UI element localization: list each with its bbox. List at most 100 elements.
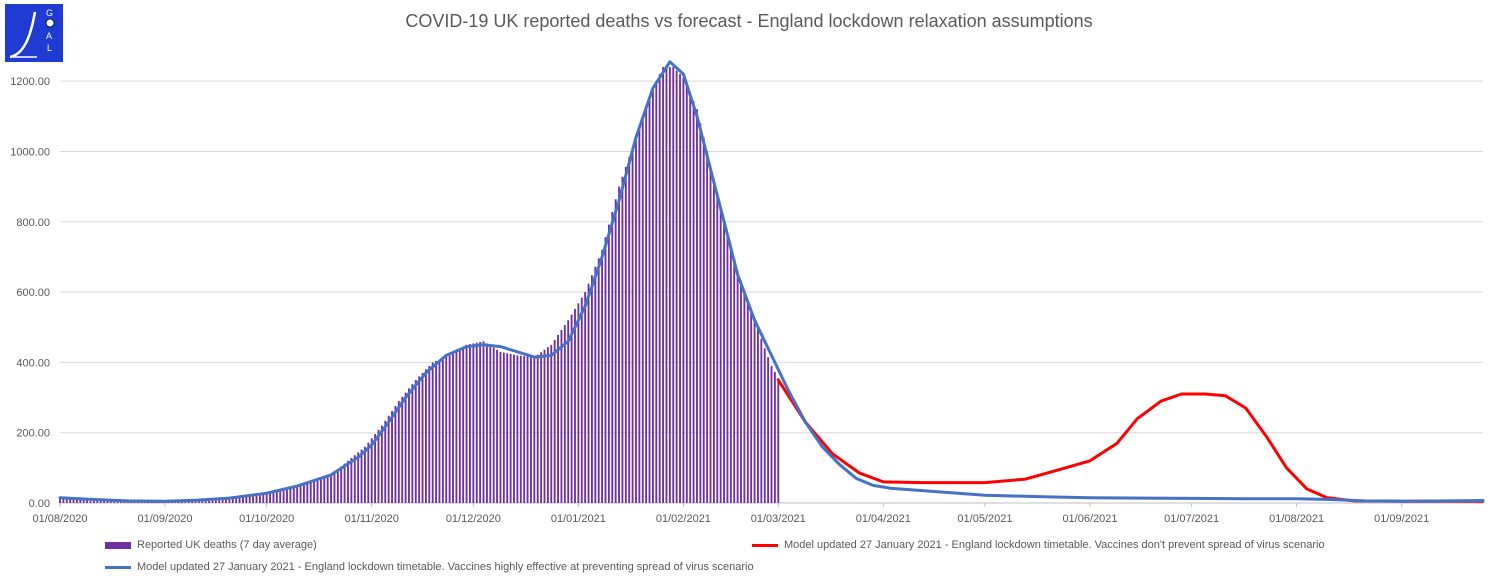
bar: [394, 405, 397, 503]
x-axis: 01/08/2020 01/09/2020 01/10/2020 01/11/2020…: [32, 503, 1429, 525]
bar: [404, 392, 407, 503]
bar: [580, 297, 583, 503]
bar: [658, 74, 661, 503]
bar: [655, 81, 658, 504]
bar: [333, 472, 336, 503]
x-tick-label: 01/08/2020: [32, 513, 87, 525]
bar: [631, 147, 634, 503]
legend-label-blue-scenario: Model updated 27 January 2021 - England …: [137, 561, 754, 573]
bar: [272, 490, 275, 503]
bar: [391, 410, 393, 503]
bar: [753, 319, 756, 503]
goal-logo: G A L O: [5, 4, 63, 62]
bar: [740, 280, 742, 503]
bar: [316, 479, 319, 503]
bar: [258, 493, 261, 503]
bar: [574, 308, 576, 503]
bar: [726, 234, 729, 504]
bar: [469, 344, 471, 503]
bar: [103, 499, 105, 503]
bar: [235, 497, 238, 503]
bar: [292, 486, 295, 503]
bar: [706, 151, 709, 503]
bar: [465, 344, 468, 503]
line-series: [58, 60, 1485, 503]
bar: [370, 438, 373, 503]
bar: [672, 67, 675, 503]
bar: [248, 495, 251, 503]
bar: [347, 460, 349, 503]
x-tick-label: 01/05/2021: [957, 513, 1012, 525]
logo-letter-a: A: [46, 31, 52, 41]
bar: [279, 489, 282, 503]
bar: [96, 499, 99, 503]
bar: [584, 292, 587, 503]
bar: [72, 498, 75, 503]
bar: [350, 458, 353, 503]
bar: [594, 266, 597, 503]
bar: [228, 498, 231, 503]
bar: [472, 343, 475, 503]
bar: [665, 67, 668, 503]
bar: [733, 258, 736, 503]
bar: [201, 499, 204, 503]
y-tick-label: 800.00: [16, 217, 50, 229]
bar: [550, 344, 553, 503]
bar: [221, 498, 224, 503]
bar: [242, 496, 244, 503]
bar: [306, 482, 309, 503]
bar: [289, 486, 292, 503]
bar: [363, 446, 366, 503]
bar: [770, 365, 773, 503]
bar: [62, 497, 65, 503]
y-tick-label: 1200.00: [10, 76, 50, 88]
bar: [211, 499, 214, 503]
bar: [418, 376, 421, 503]
bar: [330, 474, 332, 503]
bar: [65, 498, 68, 503]
bar: [326, 475, 329, 503]
bar: [255, 493, 258, 503]
bar: [245, 495, 248, 503]
bar: [353, 455, 356, 503]
bar: [523, 356, 526, 503]
bar: [689, 93, 692, 503]
bar: [319, 478, 322, 503]
bar: [411, 384, 414, 503]
bar: [746, 299, 749, 503]
bar: [767, 357, 770, 503]
bar: [86, 499, 89, 503]
legend-item-reported: Reported UK deaths (7 day average): [105, 539, 317, 551]
bar: [482, 341, 485, 503]
bar: [675, 70, 678, 503]
bar: [553, 339, 556, 503]
bar: [462, 346, 465, 503]
bar: [445, 356, 448, 503]
bar: [496, 349, 498, 503]
series-line: [776, 378, 1485, 503]
bar: [269, 491, 271, 503]
bar: [648, 98, 651, 503]
bar: [59, 497, 61, 503]
bar: [628, 157, 631, 503]
bar: [590, 275, 593, 503]
y-axis: 0.00 200.00 400.00 600.00 800.00 1000.00 1200.…: [10, 76, 50, 510]
bar: [299, 484, 302, 503]
bar: [384, 420, 387, 503]
bar: [607, 224, 610, 503]
bar: [526, 356, 529, 503]
legend-red-line-swatch: [752, 543, 778, 547]
x-tick-label: 01/11/2020: [345, 513, 399, 525]
bar: [89, 499, 92, 503]
bar: [533, 357, 536, 503]
bar: [492, 347, 495, 503]
legend-item-red-scenario: Model updated 27 January 2021 - England …: [752, 539, 1325, 551]
bar: [543, 349, 546, 503]
bar: [408, 388, 410, 503]
bar: [709, 165, 712, 503]
bar: [421, 372, 424, 503]
x-tick-label: 01/08/2021: [1269, 513, 1324, 525]
legend-blue-line-swatch: [105, 565, 131, 569]
bar: [435, 360, 438, 503]
bar: [560, 330, 563, 503]
